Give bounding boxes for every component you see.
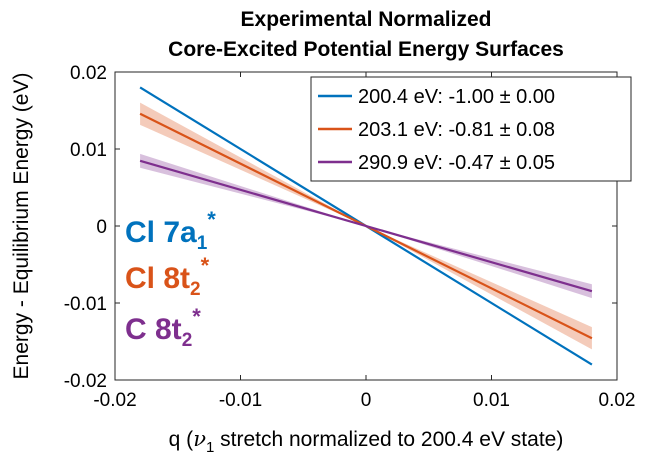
series-lines (139, 86, 593, 366)
x-axis-label: q (ν1 stretch normalized to 200.4 eV sta… (169, 427, 564, 456)
annotation-3: C 8t2* (125, 304, 201, 351)
x-axis-ticks: -0.02 -0.01 0 0.01 0.02 (93, 72, 635, 411)
confidence-band-left-3 (140, 153, 366, 226)
y-tick-label: -0.02 (64, 371, 107, 392)
x-tick-label: -0.01 (219, 390, 262, 411)
y-axis-ticks: -0.02 -0.01 0 0.01 0.02 (64, 63, 617, 392)
y-tick-label: 0.01 (70, 140, 107, 161)
confidence-band-left-2 (140, 102, 366, 226)
chart-title-line-2: Core-Excited Potential Energy Surfaces (168, 38, 564, 61)
legend: 200.4 eV: -1.00 ± 0.00 203.1 eV: -0.81 ± … (310, 76, 632, 182)
plot-area: -0.02 -0.01 0 0.01 0.02 -0.02 -0.01 0 0.01 0.02 (64, 63, 636, 411)
annotations: Cl 7a1*Cl 8t2*C 8t2* (125, 207, 216, 351)
confidence-band-right-3 (366, 226, 592, 299)
series-line-3 (139, 159, 593, 293)
y-tick-label: -0.01 (64, 294, 107, 315)
confidence-bands (140, 102, 592, 350)
x-tick-label: 0 (361, 390, 372, 411)
annotation-1: Cl 7a1* (125, 207, 216, 254)
legend-label-3: 290.9 eV: -0.47 ± 0.05 (358, 152, 555, 174)
x-tick-label: 0.02 (599, 390, 636, 411)
confidence-band-right-2 (366, 226, 592, 350)
x-tick-label: 0.01 (473, 390, 510, 411)
y-tick-label: 0 (96, 217, 107, 238)
chart-title-line-1: Experimental Normalized (241, 8, 492, 31)
y-tick-label: 0.02 (70, 63, 107, 84)
legend-label-1: 200.4 eV: -1.00 ± 0.00 (358, 86, 555, 108)
y-axis-label: Energy - Equilibrium Energy (eV) (10, 73, 33, 380)
legend-box (310, 76, 632, 182)
legend-label-2: 203.1 eV: -0.81 ± 0.08 (358, 119, 555, 141)
x-tick-label: -0.02 (93, 390, 136, 411)
annotation-2: Cl 8t2* (125, 253, 210, 300)
